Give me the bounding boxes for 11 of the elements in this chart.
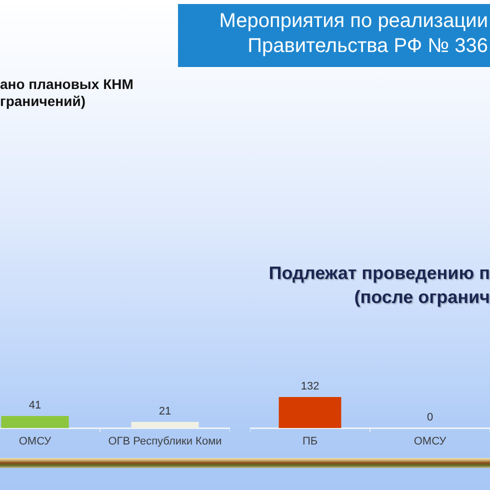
x-tick-label: ПБ <box>302 436 318 448</box>
chart-title: ано плановых КНМ граничений) <box>0 76 134 110</box>
x-tick-label: ОМСУ <box>414 436 448 448</box>
x-tick-label: ОГВ Республики Коми <box>108 436 222 448</box>
x-tick-label: ОМСУ <box>18 436 52 448</box>
data-label: 132 <box>300 380 320 393</box>
data-label: 41 <box>28 400 42 412</box>
data-label: 0 <box>426 412 434 424</box>
data-label: 21 <box>158 405 172 418</box>
chart-title: Подлежат проведению п (после огранич <box>268 262 490 309</box>
text: Мероприятия по реализации Правительства РФ № 336 <box>219 9 488 59</box>
